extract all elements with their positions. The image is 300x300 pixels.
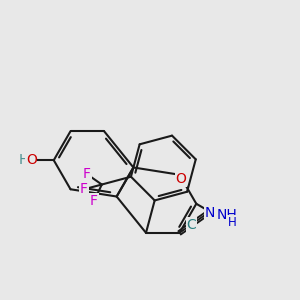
- Text: N: N: [205, 206, 215, 220]
- Text: H: H: [228, 216, 236, 229]
- Text: F: F: [90, 194, 98, 208]
- Text: C: C: [186, 218, 196, 232]
- Text: F: F: [80, 182, 88, 196]
- Text: O: O: [176, 172, 186, 186]
- Text: NH: NH: [217, 208, 238, 221]
- Text: H: H: [19, 153, 29, 167]
- Text: F: F: [83, 167, 91, 181]
- Text: O: O: [26, 153, 37, 167]
